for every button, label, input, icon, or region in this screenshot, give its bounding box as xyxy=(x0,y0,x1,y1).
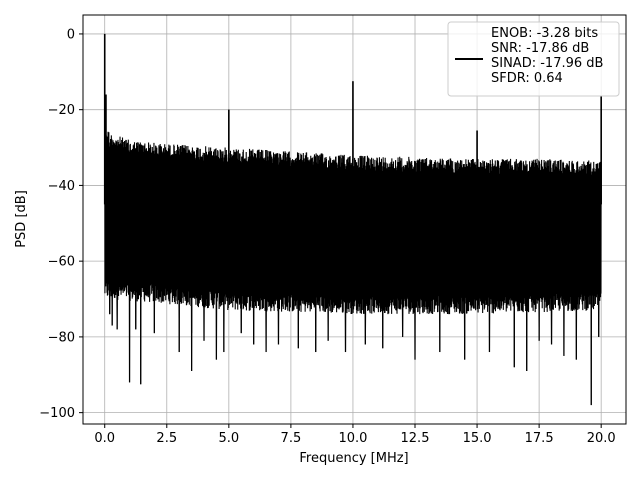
x-tick-label: 12.5 xyxy=(401,431,430,446)
y-tick-label: −40 xyxy=(48,179,75,194)
y-tick-label: 0 xyxy=(67,27,75,42)
x-tick-label: 20.0 xyxy=(587,431,616,446)
y-tick-label: −20 xyxy=(48,103,75,118)
legend-entry-line-3: SINAD: -17.96 dB xyxy=(491,56,603,71)
x-tick-label: 17.5 xyxy=(525,431,554,446)
y-tick-label: −80 xyxy=(48,330,75,345)
x-axis-label: Frequency [MHz] xyxy=(299,451,408,466)
x-tick-label: 5.0 xyxy=(218,431,239,446)
x-tick-label: 2.5 xyxy=(156,431,177,446)
psd-line xyxy=(104,33,602,406)
x-ticks: 0.0 2.5 5.0 7.5 10.0 12.5 15.0 17.5 20.0 xyxy=(94,424,616,446)
legend-entry-line-4: SFDR: 0.64 xyxy=(491,71,563,86)
legend-entry-line-1: ENOB: -3.28 bits xyxy=(491,26,598,41)
y-tick-label: −60 xyxy=(48,255,75,270)
series-trace xyxy=(103,33,602,406)
x-tick-label: 0.0 xyxy=(94,431,115,446)
legend-box xyxy=(447,21,620,97)
x-tick-label: 7.5 xyxy=(281,431,302,446)
plot-frame xyxy=(82,14,627,425)
y-ticks: 0 −20 −40 −60 −80 −100 xyxy=(39,27,83,421)
y-tick-label: −100 xyxy=(39,406,75,421)
legend: ENOB: -3.28 bits SNR: -17.86 dB SINAD: -… xyxy=(447,21,620,97)
legend-entry-line-2: SNR: -17.86 dB xyxy=(491,41,589,56)
x-tick-label: 10.0 xyxy=(338,431,367,446)
y-axis-label: PSD [dB] xyxy=(14,190,29,248)
x-tick-label: 15.0 xyxy=(463,431,492,446)
